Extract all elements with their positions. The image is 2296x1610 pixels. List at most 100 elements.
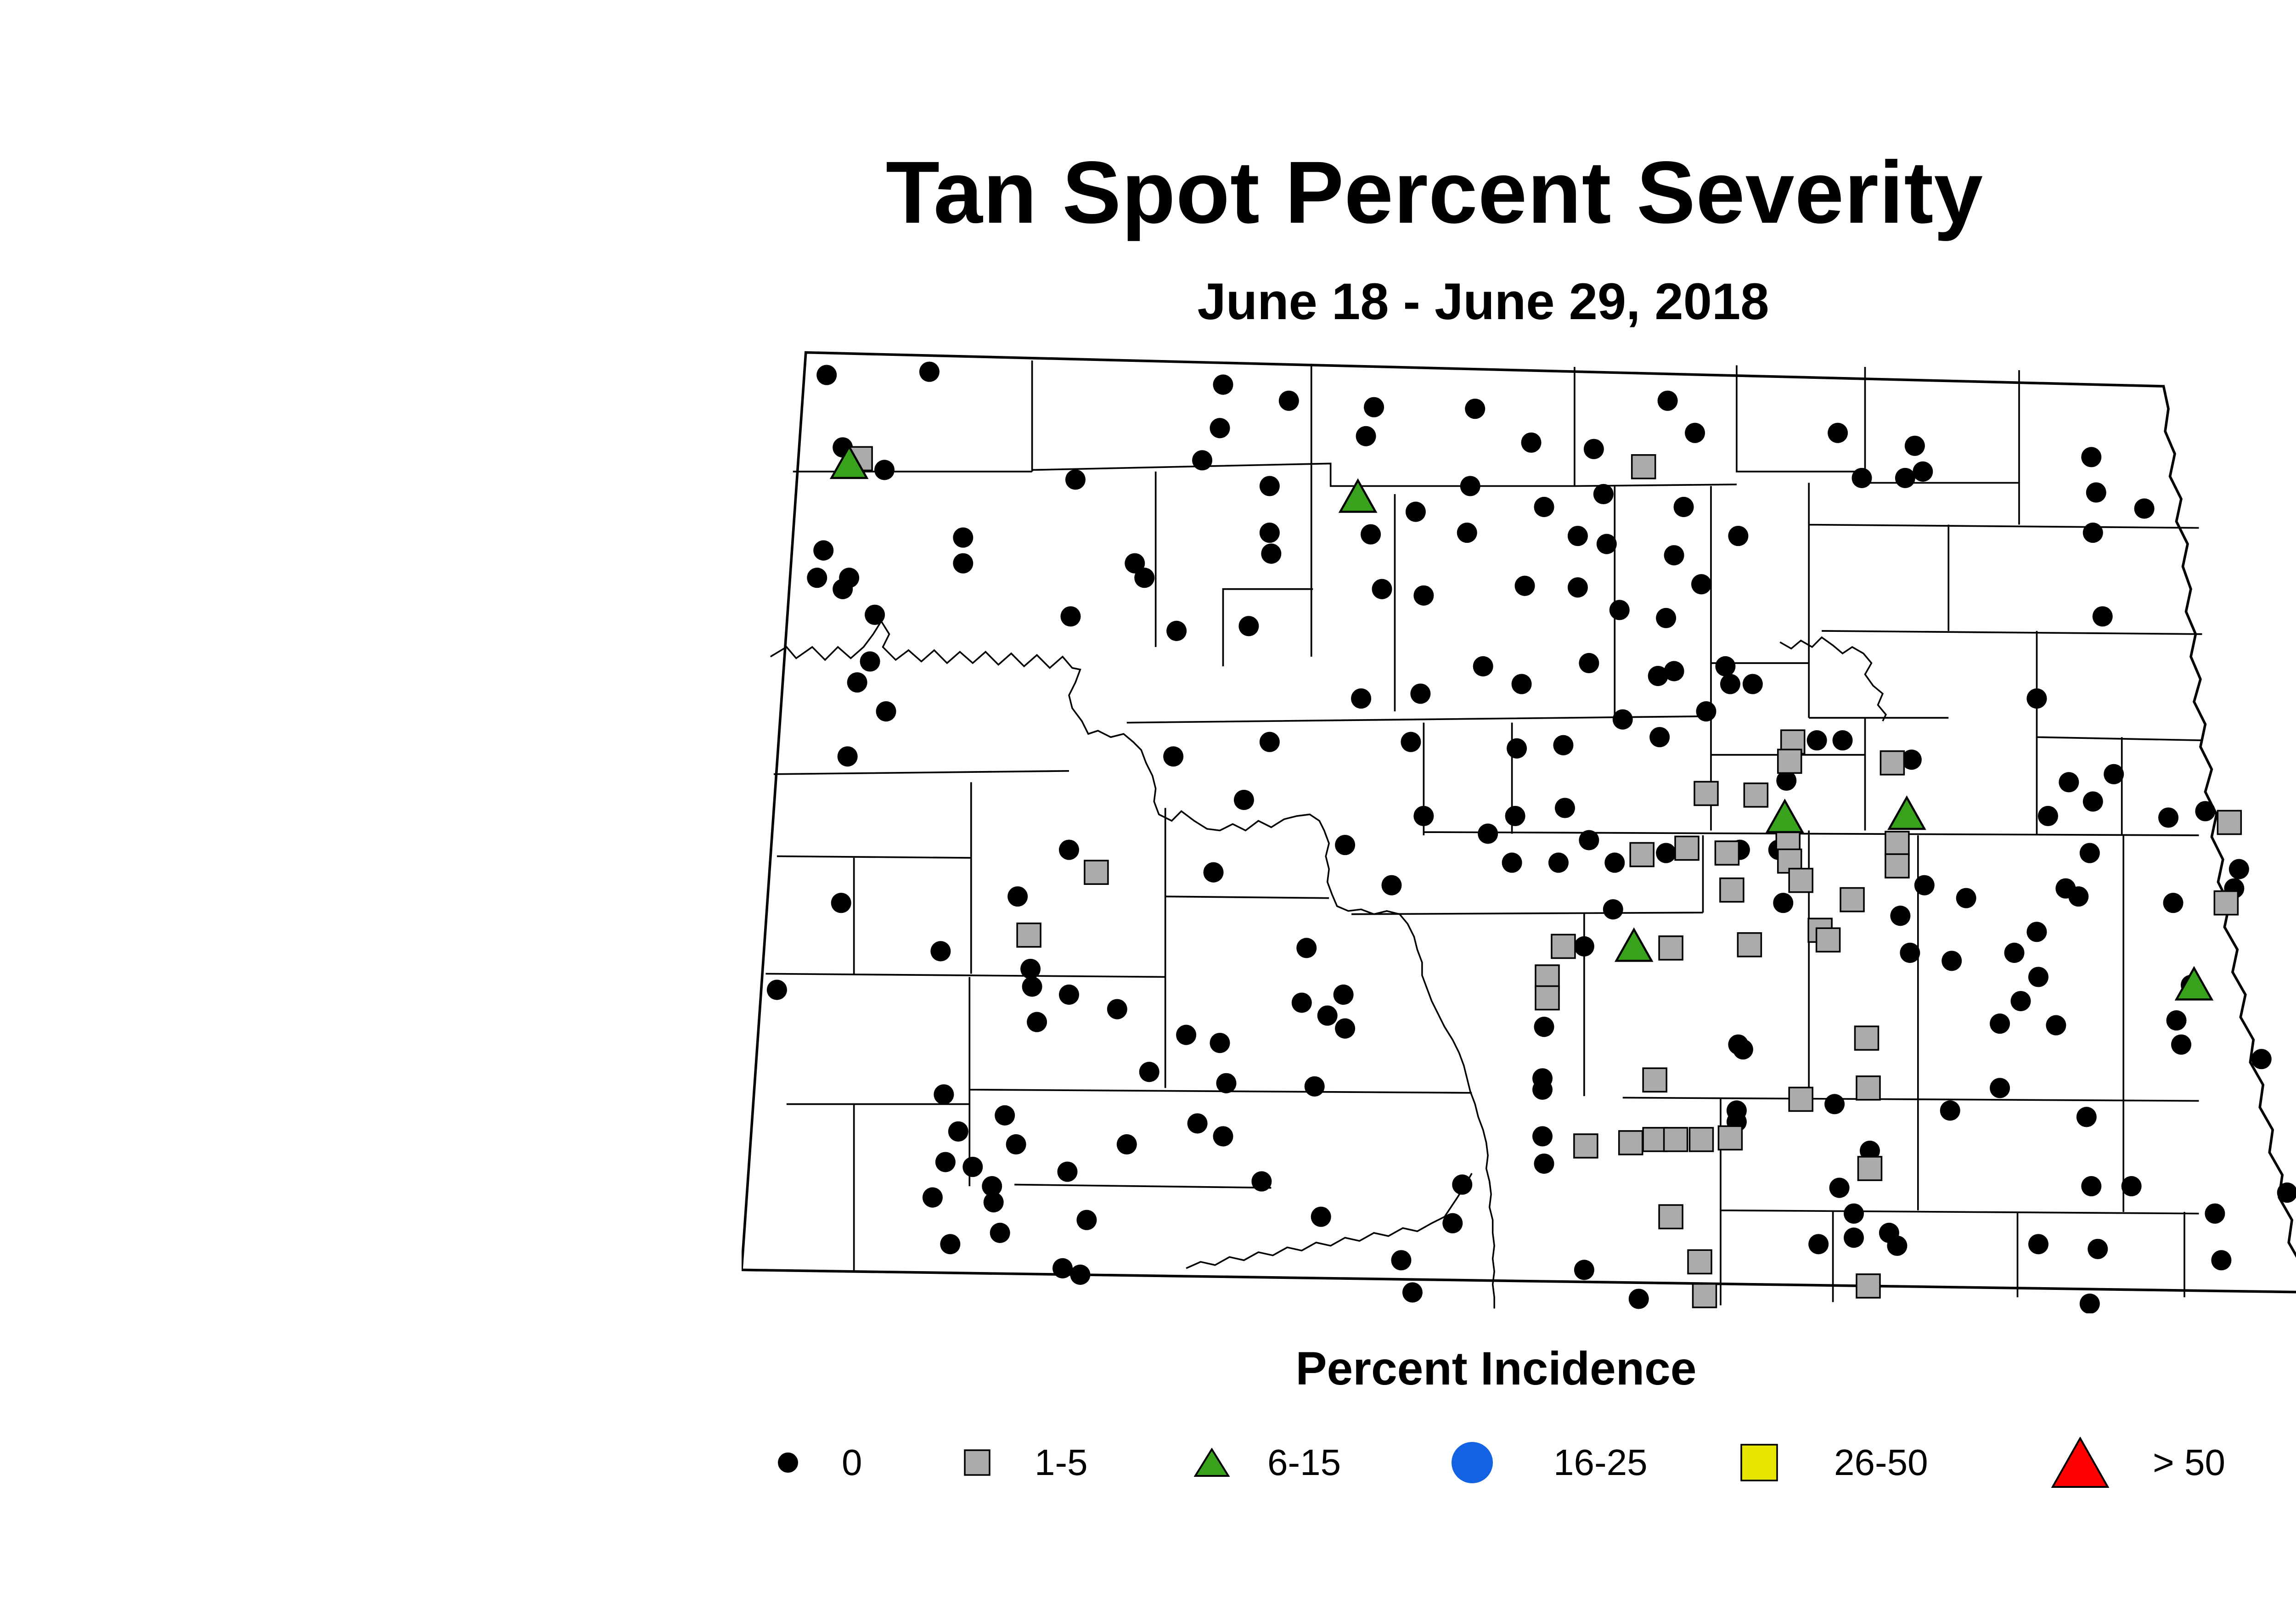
severity-0-dot xyxy=(2163,893,2183,913)
legend-dot-0-icon xyxy=(777,1452,799,1475)
severity-0-dot xyxy=(847,672,867,693)
severity-0-dot xyxy=(2082,522,2103,543)
severity-0-dot xyxy=(1720,674,1740,694)
severity-0-dot xyxy=(1649,727,1670,748)
severity-0-dot xyxy=(1356,426,1376,446)
severity-0-dot xyxy=(1065,469,1086,490)
severity-1-5-square xyxy=(1658,1204,1683,1230)
severity-0-dot xyxy=(2171,1034,2192,1055)
severity-0-dot xyxy=(2068,886,2089,907)
severity-0-dot xyxy=(1507,738,1527,759)
severity-1-5-square xyxy=(1535,964,1560,990)
severity-0-dot xyxy=(860,651,880,672)
severity-1-5-square xyxy=(1674,835,1699,861)
severity-0-dot xyxy=(1844,1203,1864,1224)
severity-0-dot xyxy=(2028,967,2048,987)
severity-0-dot xyxy=(1859,1140,1880,1161)
severity-0-dot xyxy=(1502,852,1522,873)
severity-0-dot xyxy=(2082,791,2103,812)
severity-1-5-square xyxy=(1777,749,1802,774)
severity-1-5-square xyxy=(1694,781,1719,806)
severity-0-dot xyxy=(2037,805,2058,827)
severity-1-5-square xyxy=(1788,1086,1813,1112)
severity-0-dot xyxy=(1372,579,1392,599)
severity-0-dot xyxy=(983,1192,1004,1213)
severity-0-dot xyxy=(1596,534,1617,554)
severity-0-dot xyxy=(1006,1134,1026,1155)
severity-0-dot xyxy=(2088,1238,2108,1259)
severity-0-dot xyxy=(1116,1134,1137,1155)
legend-title: Percent Incidence xyxy=(1295,1342,1697,1395)
severity-0-dot xyxy=(1604,852,1625,873)
severity-0-dot xyxy=(2081,447,2102,467)
severity-1-5-square xyxy=(1629,842,1654,867)
severity-0-dot xyxy=(1956,888,1976,908)
severity-0-dot xyxy=(2010,991,2031,1012)
severity-0-dot xyxy=(2277,1182,2296,1203)
legend-label-2: 6-15 xyxy=(1267,1442,1341,1483)
severity-0-dot xyxy=(1351,688,1372,709)
severity-0-dot xyxy=(1057,1161,1078,1182)
severity-1-5-square xyxy=(1084,860,1109,885)
severity-0-dot xyxy=(1773,893,1794,913)
legend-triangle-gt50-icon xyxy=(2051,1436,2110,1491)
severity-0-dot xyxy=(1579,653,1599,674)
severity-1-5-square xyxy=(1719,877,1745,903)
severity-0-dot xyxy=(1457,522,1477,543)
severity-0-dot xyxy=(1990,1078,2010,1098)
severity-0-dot xyxy=(2026,922,2047,942)
severity-0-dot xyxy=(2104,764,2124,784)
severity-0-dot xyxy=(2205,1203,2225,1224)
severity-0-dot xyxy=(1210,418,1230,439)
sheyenne-river xyxy=(1779,636,1887,721)
severity-1-5-square xyxy=(1688,1127,1714,1152)
severity-0-dot xyxy=(1829,1177,1850,1198)
severity-0-dot xyxy=(1657,390,1678,411)
severity-0-dot xyxy=(1904,435,1925,456)
severity-0-dot xyxy=(2079,843,2100,863)
missouri-river xyxy=(770,619,1495,1309)
severity-0-dot xyxy=(1628,1289,1649,1309)
severity-0-dot xyxy=(2251,1049,2272,1070)
severity-1-5-square xyxy=(1631,454,1656,479)
severity-0-dot xyxy=(2211,1250,2232,1271)
severity-0-dot xyxy=(1187,1113,1208,1134)
severity-0-dot xyxy=(1603,899,1623,920)
severity-0-dot xyxy=(1022,976,1042,997)
severity-0-dot xyxy=(1673,496,1694,518)
severity-0-dot xyxy=(934,1084,954,1105)
severity-0-dot xyxy=(1776,770,1797,791)
severity-1-5-square xyxy=(1815,927,1841,953)
severity-0-dot xyxy=(1733,1039,1753,1060)
severity-0-dot xyxy=(2158,807,2179,828)
severity-1-5-square xyxy=(1788,867,1813,893)
severity-0-dot xyxy=(831,893,851,913)
severity-0-dot xyxy=(1391,1250,1412,1271)
severity-0-dot xyxy=(940,1234,961,1255)
severity-0-dot xyxy=(1583,439,1604,459)
severity-0-dot xyxy=(2026,688,2047,709)
severity-0-dot xyxy=(1402,1282,1423,1303)
nd-county-map xyxy=(742,348,2296,1313)
severity-0-dot xyxy=(1574,1260,1594,1280)
legend-label-5: > 50 xyxy=(2153,1442,2225,1483)
severity-0-dot xyxy=(1139,1062,1159,1082)
severity-0-dot xyxy=(1895,467,1915,488)
severity-0-dot xyxy=(1832,730,1853,751)
severity-0-dot xyxy=(2092,606,2113,627)
severity-6-15-triangle xyxy=(1887,795,1926,830)
severity-0-dot xyxy=(2086,482,2106,503)
severity-1-5-square xyxy=(1663,1127,1688,1152)
severity-0-dot xyxy=(1890,906,1911,926)
severity-0-dot xyxy=(2079,1293,2100,1313)
severity-0-dot xyxy=(1052,1258,1073,1278)
severity-0-dot xyxy=(995,1105,1015,1126)
severity-0-dot xyxy=(953,527,974,548)
severity-0-dot xyxy=(1554,798,1575,818)
severity-0-dot xyxy=(1728,526,1749,546)
severity-0-dot xyxy=(1410,683,1431,704)
severity-0-dot xyxy=(2004,942,2025,963)
severity-0-dot xyxy=(874,460,895,480)
severity-0-dot xyxy=(1058,839,1079,860)
severity-0-dot xyxy=(1478,823,1498,844)
